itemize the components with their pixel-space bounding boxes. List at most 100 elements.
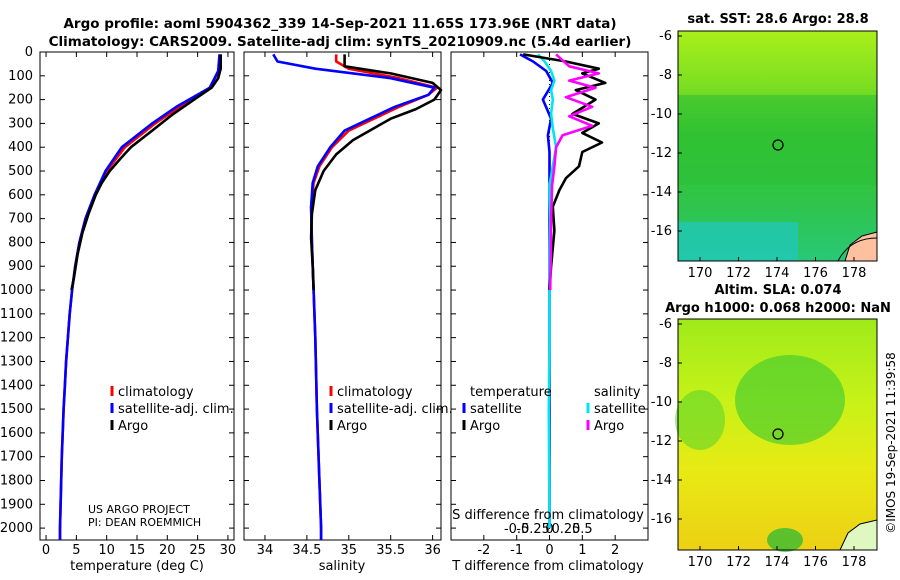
depth-tick-label: 1700 bbox=[0, 450, 33, 465]
map-y-tick-label: -6 bbox=[659, 29, 672, 44]
x-tick-label: 20 bbox=[159, 543, 176, 558]
x-tick-label: 10 bbox=[98, 543, 115, 558]
salinity-panel-frame bbox=[243, 51, 442, 541]
map-y-tick-label: -10 bbox=[651, 395, 672, 410]
depth-tick-label: 100 bbox=[8, 69, 33, 84]
imos-watermark: ©IMOS 19-Sep-2021 11:39:58 bbox=[884, 352, 898, 534]
map-y-tick-label: -16 bbox=[651, 512, 672, 527]
series-salinity-satellite bbox=[537, 53, 558, 529]
x-tick-label: 0 bbox=[42, 543, 50, 558]
x-tick-label: 34.5 bbox=[292, 543, 321, 558]
s-tick-label: 0 bbox=[545, 522, 553, 537]
legend-salinity-title: salinity bbox=[594, 385, 641, 400]
map-x-tick-label: 174 bbox=[765, 555, 790, 570]
depth-tick-label: 1000 bbox=[0, 283, 33, 298]
map-x-tick-label: 176 bbox=[803, 266, 828, 281]
x-tick-label: 15 bbox=[129, 543, 146, 558]
depth-tick-label: 500 bbox=[8, 164, 33, 179]
sst-map-cool-patch bbox=[678, 222, 798, 261]
legend-temperature-title: temperature bbox=[470, 385, 552, 400]
map-y-tick-label: -14 bbox=[651, 473, 672, 488]
figure-title-line2: Climatology: CARS2009. Satellite-adj cli… bbox=[49, 34, 632, 50]
map-x-tick-label: 174 bbox=[765, 266, 790, 281]
sla-map-low-patch bbox=[675, 390, 725, 450]
legend-satellite-label: satellite-adj. clim. bbox=[337, 402, 453, 417]
temperature-legend: climatology satellite-adj. clim. Argo bbox=[110, 385, 234, 434]
depth-tick-label: 1200 bbox=[0, 331, 33, 346]
x-tick-label: 35.5 bbox=[376, 543, 405, 558]
difference-xlabel-top: S difference from climatology bbox=[452, 508, 644, 523]
series-climatology bbox=[58, 54, 222, 540]
series-argo bbox=[309, 54, 443, 291]
map-y-tick-label: -12 bbox=[651, 434, 672, 449]
legend-temp-satellite-label: satellite bbox=[470, 402, 522, 417]
x-tick-label: 5 bbox=[72, 543, 80, 558]
map-x-tick-label: 172 bbox=[726, 266, 751, 281]
series-satellite-adj-clim- bbox=[58, 54, 221, 540]
series-satellite-adj-clim- bbox=[272, 53, 436, 540]
sst-argo-location-marker bbox=[772, 139, 784, 151]
sla-map bbox=[675, 318, 878, 552]
s-tick-label: -0.25 bbox=[516, 522, 550, 537]
map-y-tick-label: -14 bbox=[651, 185, 672, 200]
depth-tick-label: 1800 bbox=[0, 473, 33, 488]
salinity-xlabel: salinity bbox=[319, 559, 366, 574]
series-temperature-argo bbox=[522, 53, 607, 291]
difference-xlabel: T difference from climatology bbox=[451, 559, 644, 574]
map-y-tick-label: -12 bbox=[651, 146, 672, 161]
map-y-tick-label: -8 bbox=[659, 356, 672, 371]
sla-map-title-line1: Altim. SLA: 0.074 bbox=[715, 283, 842, 298]
figure-title-line1: Argo profile: aoml 5904362_339 14-Sep-20… bbox=[63, 16, 616, 32]
difference-legend: temperature salinity satellite Argo sate… bbox=[462, 385, 646, 434]
legend-temp-argo-label: Argo bbox=[470, 419, 500, 434]
depth-tick-label: 2000 bbox=[0, 521, 33, 536]
x-tick-label: -1 bbox=[510, 543, 523, 558]
x-tick-label: 30 bbox=[220, 543, 237, 558]
credits-line2: PI: DEAN ROEMMICH bbox=[88, 516, 201, 529]
legend-satellite-label: satellite-adj. clim. bbox=[118, 402, 234, 417]
sla-map-ticks: 170 172 174 176 178 -6 -8 -10 -12 -14 -16 bbox=[651, 317, 867, 570]
legend-argo-label: Argo bbox=[118, 419, 148, 434]
map-x-tick-label: 172 bbox=[726, 555, 751, 570]
sla-map-title-line2: Argo h1000: 0.068 h2000: NaN bbox=[665, 301, 891, 316]
sst-map-coast-line bbox=[837, 237, 878, 262]
series-salinity-argo bbox=[548, 53, 601, 291]
map-x-tick-label: 176 bbox=[803, 555, 828, 570]
map-x-tick-label: 170 bbox=[688, 555, 713, 570]
temperature-plot: 0 5 10 15 20 25 30 bbox=[42, 52, 236, 558]
sla-argo-location-marker bbox=[772, 428, 784, 440]
legend-climatology-label: climatology bbox=[118, 385, 194, 400]
depth-tick-label: 200 bbox=[8, 93, 33, 108]
sst-map-ticks: 170 172 174 176 178 -6 -8 -10 -12 -14 -16 bbox=[651, 29, 867, 281]
x-tick-label: 0 bbox=[545, 543, 553, 558]
depth-tick-label: 400 bbox=[8, 140, 33, 155]
depth-tick-label: 1600 bbox=[0, 426, 33, 441]
legend-sal-argo-label: Argo bbox=[594, 419, 624, 434]
legend-climatology-label: climatology bbox=[337, 385, 413, 400]
temperature-xlabel: temperature (deg C) bbox=[70, 559, 204, 574]
sst-map bbox=[677, 30, 878, 262]
x-tick-label: 36 bbox=[424, 543, 441, 558]
depth-tick-label: 700 bbox=[8, 212, 33, 227]
legend-argo-label: Argo bbox=[337, 419, 367, 434]
temperature-panel-frame bbox=[39, 51, 235, 541]
s-tick-label: 0.25 bbox=[551, 522, 580, 537]
depth-tick-label: 300 bbox=[8, 116, 33, 131]
salinity-legend: climatology satellite-adj. clim. Argo bbox=[329, 385, 453, 434]
s-tick-label: -0.5 bbox=[504, 522, 529, 537]
legend-sal-satellite-label: satellite bbox=[594, 402, 646, 417]
map-x-tick-label: 178 bbox=[842, 266, 867, 281]
map-x-tick-label: 170 bbox=[688, 266, 713, 281]
x-tick-label: 35 bbox=[341, 543, 358, 558]
depth-axis-ticks: 0 100 200 300 400 500 600 700 800 900 1000 1100 1200… bbox=[0, 45, 648, 536]
salinity-plot: 34 34.5 35 35.5 36 bbox=[257, 52, 443, 558]
depth-tick-label: 1300 bbox=[0, 354, 33, 369]
x-tick-label: 2 bbox=[611, 543, 619, 558]
map-y-tick-label: -6 bbox=[659, 317, 672, 332]
sst-map-title: sat. SST: 28.6 Argo: 28.8 bbox=[687, 12, 868, 27]
depth-tick-label: 1500 bbox=[0, 402, 33, 417]
x-tick-label: -2 bbox=[477, 543, 490, 558]
series-argo bbox=[70, 54, 222, 291]
sla-map-south-patch bbox=[767, 528, 803, 552]
